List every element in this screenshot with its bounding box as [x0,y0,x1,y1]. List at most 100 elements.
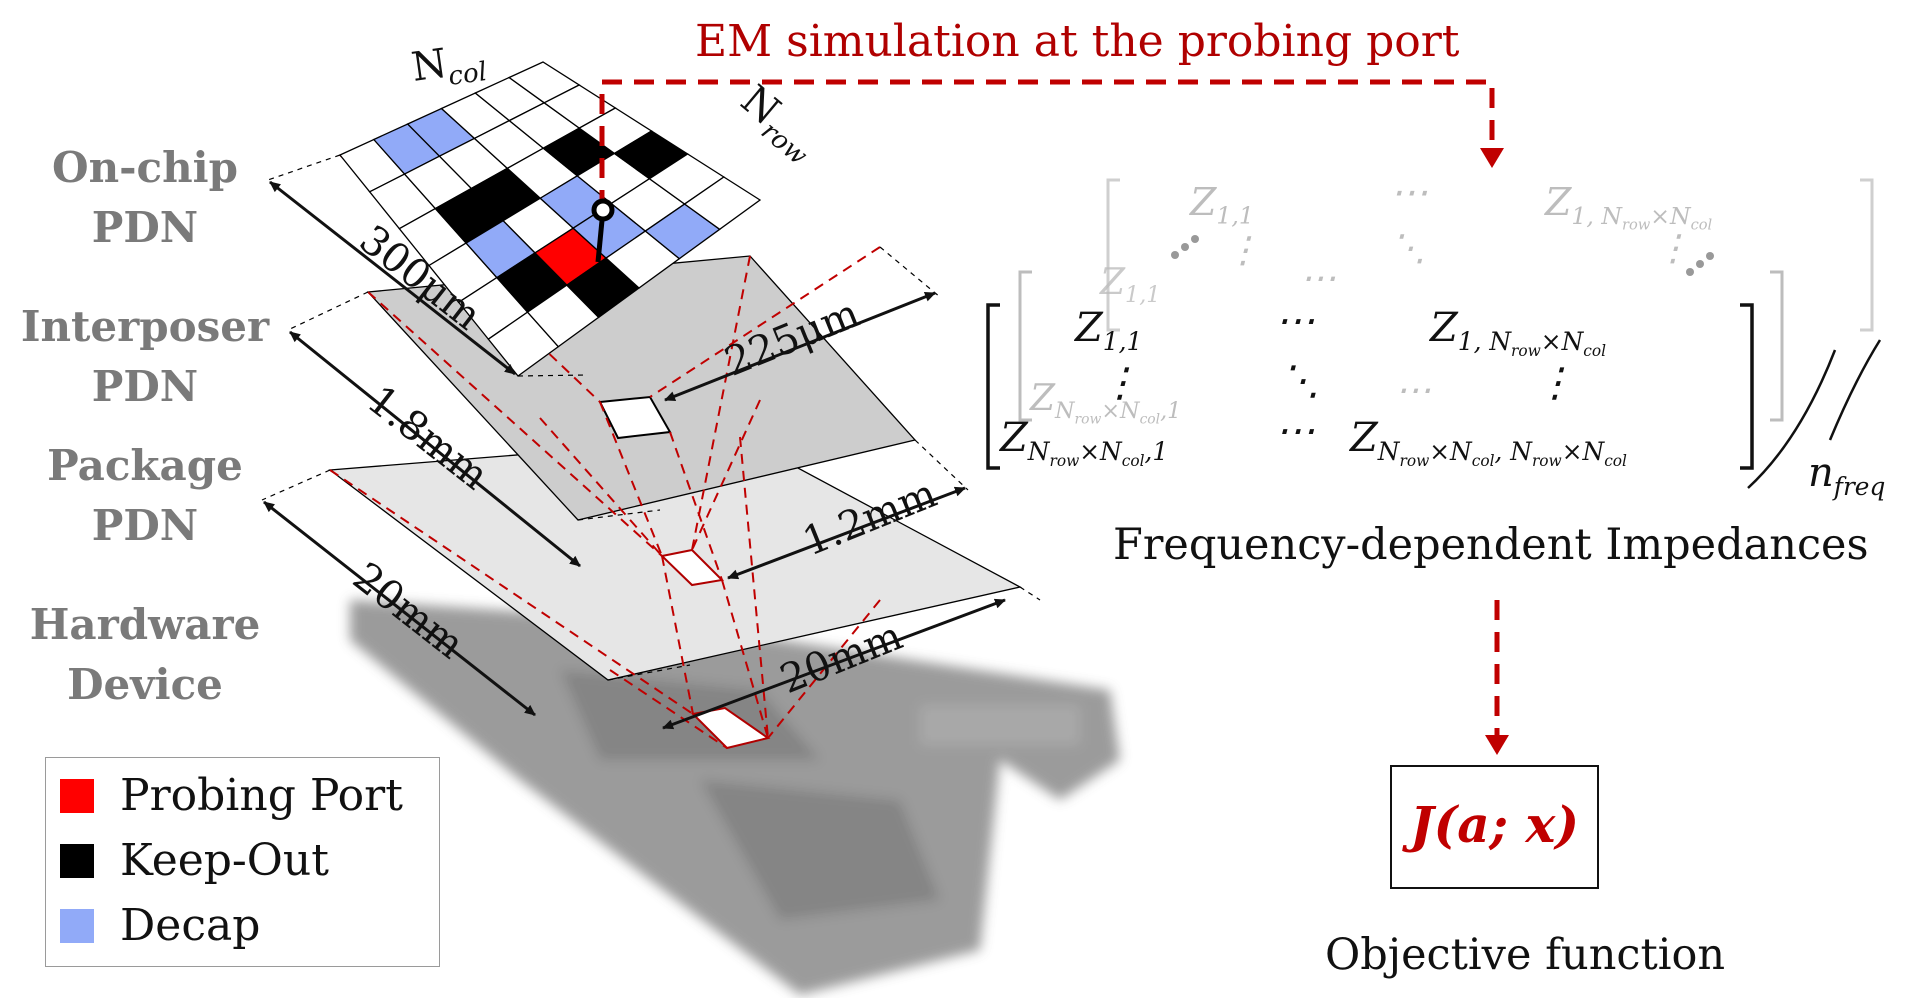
matrix-dots-top: ⋯ [1275,298,1315,344]
matrix-brackets [986,178,1882,489]
matrix-ddots: ⋱ [1280,358,1320,404]
freq-subscript: freq [1833,472,1886,501]
sub-part: row [1621,216,1651,234]
legend-label: Keep-Out [120,835,329,886]
z-subscript: 1, Nrow×Ncol [1457,327,1606,360]
layer-label-line: Interposer [20,302,270,351]
objective-caption: Objective function [1325,930,1726,980]
layer-label-line: PDN [91,362,199,411]
matrix-z11: Z1,1 [1075,305,1142,356]
sub-part: col [1121,451,1145,470]
sub-part: row [1531,451,1562,470]
z-subscript: Nrow×Ncol, Nrow×Ncol [1377,437,1627,470]
grid-cell [683,176,762,231]
sub-part: N [1055,398,1075,425]
layer-label-line: Package [47,441,243,490]
layer-label-interposer: Interposer PDN [5,297,285,417]
probe-tip [591,198,615,222]
matrix-zn1: ZNrow×Ncol,1 [1000,415,1168,470]
z-symbol: Z [1545,180,1572,224]
n-symbol: N [408,40,450,91]
layer-label-line: PDN [91,203,199,252]
z-symbol: Z [1075,305,1103,351]
em-arrow-path [599,79,1495,210]
sub-part: col [1583,341,1607,360]
z-subscript: 1,1 [1102,327,1143,356]
sub-part: N [1561,327,1584,356]
z-symbol: Z [1350,415,1378,461]
sub-part: × [1101,398,1121,425]
dimension-arrows [263,180,1006,730]
sub-part: N [1582,437,1605,466]
ghost-ddots-mid: ⋱ [1390,228,1426,269]
z-subscript: Nrow×Ncol,1 [1055,398,1182,427]
layer-label-line: On-chip [52,143,238,192]
sub-part: ,1 [1160,398,1182,425]
ghost-vdots-mid: ⋮ [1225,230,1261,271]
legend-swatch-probing-port [60,779,94,813]
objective-formula: J(a; x) [1409,795,1580,854]
sub-part: col [1139,411,1161,428]
layer-label-hardware: Hardware Device [10,595,280,715]
matrix-znn: ZNrow×Ncol, Nrow×Ncol [1350,415,1627,470]
sub-part: col [1690,216,1713,234]
sub-part: N [1669,201,1691,230]
z-symbol: Z [1030,378,1056,419]
matrix-stack-dots [1171,235,1714,276]
layer-label-package: Package PDN [20,436,270,556]
sub-part: col [1604,451,1627,470]
matrix-z1n: Z1, Nrow×Ncol [1430,305,1606,360]
z-symbol: Z [1000,415,1028,461]
ghost-vdots-right: ⋮ [1655,228,1691,269]
z-symbol: Z [1190,180,1217,224]
sub-part: N [1377,437,1400,466]
ghost-zbottom-mid: ZNrow×Ncol,1 [1030,378,1181,428]
legend-swatch-keep-out [60,844,94,878]
z-subscript: 1, Nrow×Ncol [1571,201,1713,234]
layer-label-onchip: On-chip PDN [20,138,270,258]
objective-arrow-head [1485,735,1509,755]
n-col-label: Ncol [409,35,489,97]
ghost-matrix-back: Z1,1 [1190,180,1254,230]
sub-part: × [1540,327,1562,356]
em-arrow-head [1480,148,1504,168]
layer-label-line: Device [67,660,223,709]
objective-box: J(a; x) [1390,765,1599,889]
ghost-z1n-back: Z1, Nrow×Ncol [1545,180,1712,233]
sub-part: 1, N [1571,201,1622,230]
legend-label: Probing Port [120,770,403,821]
matrix-vdots-left: ⋮ [1100,360,1140,406]
sub-part: N [1450,437,1472,466]
z-symbol: Z [1100,262,1126,303]
sub-part: ,1 [1144,437,1169,466]
n-symbol: n [1808,450,1834,496]
em-simulation-label: EM simulation at the probing port [695,16,1460,67]
sub-part: × [1079,437,1101,466]
layer-label-line: Hardware [29,600,261,649]
legend-swatch-decap [60,909,94,943]
sub-part: row [1074,411,1102,428]
sub-part: row [1511,341,1541,360]
sub-part: × [1429,437,1451,466]
sub-part: row [1049,451,1080,470]
sub-part: col [1471,451,1495,470]
z-subscript: 1,1 [1216,201,1254,230]
sub-part: × [1650,201,1670,230]
ghost-dots-back: ⋯ [1390,170,1428,214]
sub-part: N [1510,437,1532,466]
ghost-matrix-mid: Z1,1 [1100,262,1161,308]
z-subscript: Nrow×Ncol,1 [1028,437,1169,470]
sub-part: N [1120,398,1140,425]
z-subscript: 1,1 [1125,282,1161,309]
impedance-caption: Frequency-dependent Impedances [1113,520,1869,570]
n-freq-label: nfreq [1808,450,1885,501]
ghost-dots-bottom-mid: ⋯ [1395,370,1431,411]
sub-part: N [1100,437,1122,466]
matrix-vdots-right: ⋮ [1535,360,1575,406]
matrix-dots-bottom: ⋯ [1275,408,1315,454]
sub-part: 1, N [1457,327,1512,356]
legend: Probing Port Keep-Out Decap [45,757,440,967]
col-subscript: col [446,56,489,92]
